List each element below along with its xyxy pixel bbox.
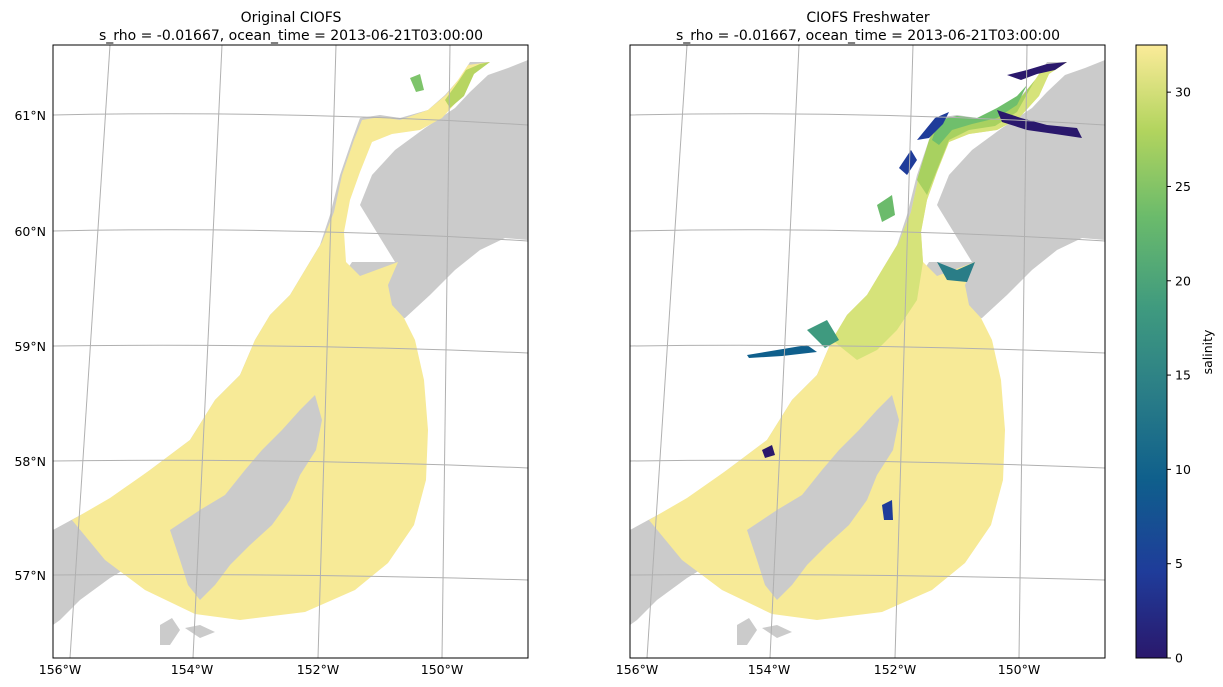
panel-subtitle: s_rho = -0.01667, ocean_time = 2013-06-2… — [676, 28, 1060, 44]
map-panel-freshwater: CIOFS Freshwater s_rho = -0.01667, ocean… — [616, 10, 1106, 677]
lon-label: 152°W — [874, 662, 916, 677]
colorbar-gradient — [1135, 44, 1168, 659]
panel-title: CIOFS Freshwater — [806, 10, 929, 26]
lat-label: 60°N — [14, 224, 46, 239]
colorbar-tick-label: 15 — [1175, 368, 1191, 383]
panel-subtitle: s_rho = -0.01667, ocean_time = 2013-06-2… — [99, 28, 483, 44]
colorbar-tick-label: 20 — [1175, 273, 1191, 288]
lat-label: 57°N — [14, 568, 46, 583]
lon-label: 154°W — [171, 662, 213, 677]
colorbar-tick-label: 30 — [1175, 85, 1191, 100]
lon-label: 150°W — [998, 662, 1040, 677]
lon-label: 154°W — [748, 662, 790, 677]
lon-label: 156°W — [616, 662, 658, 677]
lat-label: 61°N — [14, 108, 46, 123]
graticule — [630, 45, 1105, 658]
land — [160, 618, 215, 645]
colorbar-tick-label: 5 — [1175, 556, 1183, 571]
land — [747, 395, 899, 600]
lon-label: 150°W — [421, 662, 463, 677]
lat-label: 58°N — [14, 454, 46, 469]
colorbar: 0 5 10 15 20 25 30 salinity — [1135, 44, 1215, 666]
colorbar-tick-label: 10 — [1175, 462, 1191, 477]
graticule — [53, 45, 528, 658]
colorbar-tick-label: 0 — [1175, 651, 1183, 666]
map-panel-original: Original CIOFS s_rho = -0.01667, ocean_t… — [14, 10, 529, 677]
lon-label: 152°W — [297, 662, 339, 677]
land — [737, 618, 792, 645]
colorbar-tick-label: 25 — [1175, 179, 1191, 194]
lon-label: 156°W — [39, 662, 81, 677]
colorbar-label: salinity — [1200, 329, 1215, 374]
ocean-domain — [72, 62, 490, 620]
land — [170, 395, 322, 600]
panel-title: Original CIOFS — [241, 10, 342, 26]
lat-label: 59°N — [14, 339, 46, 354]
